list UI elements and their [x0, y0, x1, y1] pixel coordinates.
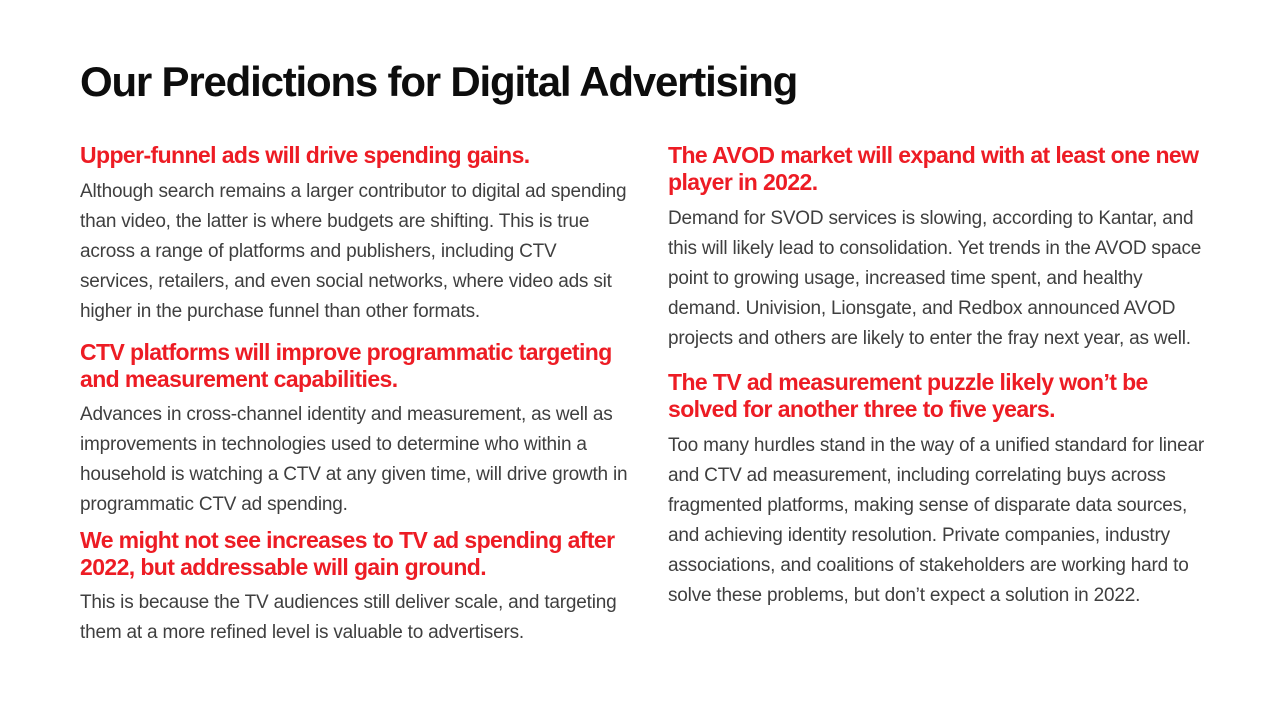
prediction-heading: The TV ad measurement puzzle likely won’…: [668, 369, 1148, 422]
prediction-body: Too many hurdles stand in the way of a u…: [668, 435, 1205, 606]
prediction-heading: Upper-funnel ads will drive spending gai…: [80, 142, 530, 168]
prediction-tv-ad-spending: We might not see increases to TV ad spen…: [80, 527, 628, 648]
prediction-avod-market: The AVOD market will expand with at leas…: [668, 142, 1208, 354]
prediction-heading: The AVOD market will expand with at leas…: [668, 142, 1199, 195]
prediction-body: This is because the TV audiences still d…: [80, 592, 617, 643]
right-column: The AVOD market will expand with at leas…: [668, 140, 1208, 611]
prediction-body: Advances in cross-channel identity and m…: [80, 404, 628, 515]
prediction-heading: CTV platforms will improve programmatic …: [80, 339, 612, 392]
slide-title: Our Predictions for Digital Advertising: [80, 58, 798, 105]
prediction-body: Although search remains a larger contrib…: [80, 181, 627, 322]
prediction-body: Demand for SVOD services is slowing, acc…: [668, 208, 1202, 349]
prediction-upper-funnel: Upper-funnel ads will drive spending gai…: [80, 142, 628, 327]
content-columns: Upper-funnel ads will drive spending gai…: [80, 140, 1208, 648]
left-column: Upper-funnel ads will drive spending gai…: [80, 140, 628, 648]
prediction-tv-measurement: The TV ad measurement puzzle likely won’…: [668, 369, 1208, 611]
prediction-ctv-programmatic: CTV platforms will improve programmatic …: [80, 339, 628, 520]
prediction-heading: We might not see increases to TV ad spen…: [80, 527, 615, 580]
